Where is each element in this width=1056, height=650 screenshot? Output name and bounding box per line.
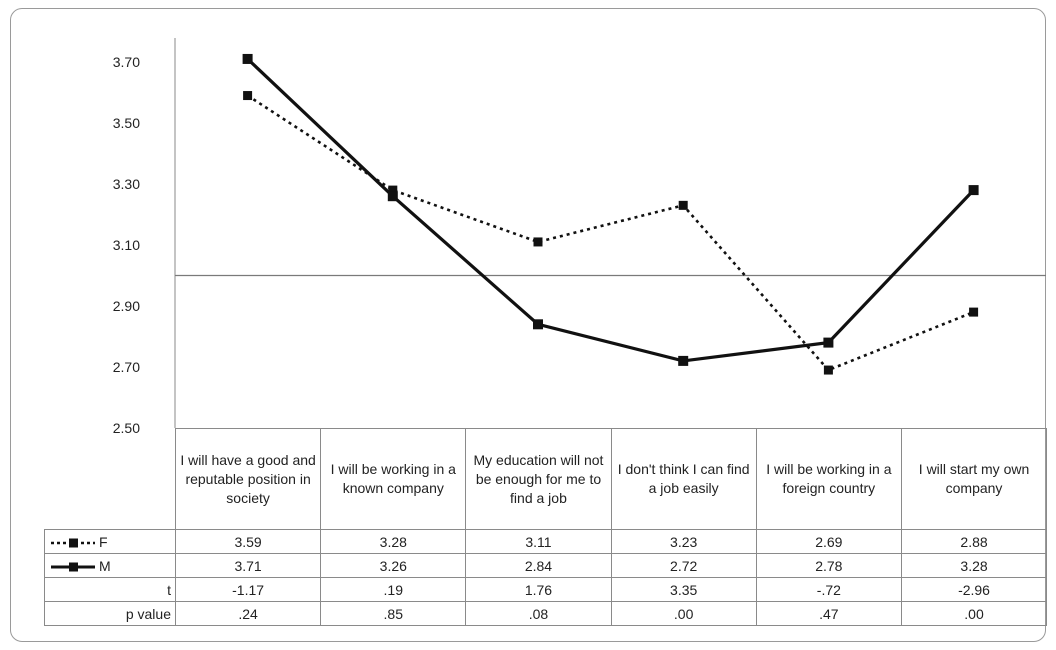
category-label: I will start my own company [900, 428, 1048, 530]
series-f-marker [678, 200, 688, 210]
row-header: p value [44, 601, 176, 626]
row-header: M [44, 553, 176, 578]
y-tick-label: 3.70 [113, 54, 140, 70]
table-cell: 2.69 [755, 529, 902, 554]
y-tick-label: 3.30 [113, 176, 140, 192]
table-cell: .47 [755, 601, 902, 626]
table-row: p value .24.85.08.00.47.00 [44, 601, 1048, 626]
y-tick-label: 3.50 [113, 115, 140, 131]
table-row: t -1.17.19 1.76 3.35 -.72 -2.96 [44, 577, 1048, 602]
table-row: M 3.71 3.26 2.84 2.72 2.78 3.28 [44, 553, 1048, 578]
series-m-marker [387, 191, 398, 202]
y-tick-label: 2.50 [113, 420, 140, 436]
table-cell: 3.23 [610, 529, 757, 554]
legend-key-dotted [51, 538, 95, 548]
table-cell: 3.28 [320, 529, 467, 554]
table-cell: 3.11 [465, 529, 612, 554]
category-label: I will have a good and reputable positio… [174, 428, 322, 530]
series-f-line [246, 94, 975, 372]
table-cell: -.72 [755, 577, 902, 602]
series-m-marker [533, 319, 543, 330]
table-cell: 3.71 [174, 553, 322, 578]
series-f-marker [533, 237, 543, 247]
category-label: I don't think I can find a job easily [610, 428, 757, 530]
row-label: F [99, 533, 108, 550]
table-cell: .08 [465, 601, 612, 626]
series-m-marker [678, 355, 689, 366]
category-label: I will be working in a known company [320, 428, 467, 530]
series-m-marker [823, 337, 834, 348]
table-cell: .00 [900, 601, 1048, 626]
row-label: p value [125, 605, 171, 622]
table-cell: -2.96 [900, 577, 1048, 602]
table-cell: 2.78 [755, 553, 902, 578]
series-f-marker [388, 185, 398, 195]
legend-key-solid [51, 562, 95, 572]
table-cell: 1.76 [465, 577, 612, 602]
table-cell: 2.84 [465, 553, 612, 578]
data-table: I will have a good and reputable positio… [44, 428, 1048, 626]
series-f-marker [243, 91, 253, 101]
y-tick-label: 2.90 [113, 298, 140, 314]
series-m-marker [242, 53, 253, 64]
table-cell: 3.59 [174, 529, 322, 554]
table-cell: 2.88 [900, 529, 1048, 554]
series-m-marker [968, 185, 979, 196]
table-row: F 3.59 3.28 3.11 3.23 2.69 2.88 [44, 529, 1048, 554]
row-label: t [167, 581, 171, 598]
y-tick-label: 3.10 [113, 237, 140, 253]
table-cell: 3.35 [610, 577, 757, 602]
table-cell: -1.17 [174, 577, 322, 602]
series-f-marker [969, 307, 979, 317]
table-cell: .00 [610, 601, 757, 626]
table-cell: .24 [174, 601, 322, 626]
series-m-line [246, 57, 975, 363]
table-cell: .19 [320, 577, 467, 602]
table-cell: 2.72 [610, 553, 757, 578]
y-tick-label: 2.70 [113, 359, 140, 375]
category-label: My education will not be enough for me t… [465, 428, 612, 530]
table-corner [45, 429, 176, 530]
table-cell: 3.28 [900, 553, 1048, 578]
row-header: t [44, 577, 176, 602]
category-label: I will be working in a foreign country [755, 428, 902, 530]
table-cell: .85 [320, 601, 467, 626]
row-header: F [44, 529, 176, 554]
table-cell: 3.26 [320, 553, 467, 578]
series-f-marker [823, 365, 833, 375]
row-label: M [99, 557, 111, 574]
